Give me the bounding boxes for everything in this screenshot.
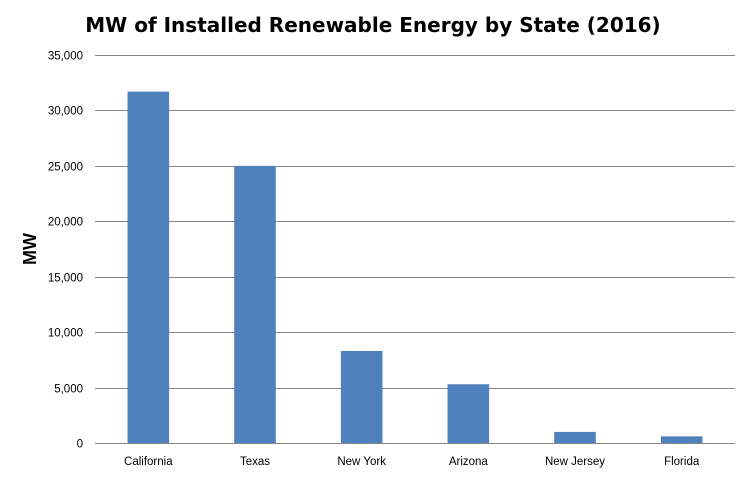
y-tick-label: 5,000	[54, 384, 83, 396]
y-tick-label: 0	[77, 439, 83, 451]
chart-title: MW of Installed Renewable Energy by Stat…	[85, 13, 660, 37]
bars	[127, 91, 703, 444]
bar-florida	[660, 436, 703, 443]
bar-new-york	[340, 350, 383, 443]
bar-california	[127, 91, 170, 443]
y-tick-label: 35,000	[48, 51, 83, 63]
x-tick-label: New York	[337, 456, 386, 468]
bar-new-jersey	[554, 431, 596, 443]
grid-lines	[95, 55, 735, 444]
y-tick-label: 15,000	[48, 273, 83, 285]
y-tick-label: 30,000	[48, 106, 83, 118]
y-axis-label: MW	[20, 233, 40, 265]
bar-texas	[234, 165, 276, 444]
x-axis-ticks: California Texas New York Arizona New Jersey…	[124, 456, 700, 468]
x-tick-label: Florida	[664, 456, 700, 468]
y-tick-label: 10,000	[48, 328, 83, 340]
y-tick-label: 20,000	[48, 217, 83, 229]
y-axis-ticks: 0 5,000 10,000 15,000 20,000 25,000 30,000 35,0…	[48, 51, 83, 451]
y-tick-label: 25,000	[48, 162, 83, 174]
x-tick-label: Arizona	[449, 456, 489, 468]
x-tick-label: New Jersey	[545, 456, 605, 468]
x-tick-label: Texas	[240, 456, 270, 468]
bar-arizona	[447, 384, 490, 443]
x-tick-label: California	[124, 456, 173, 468]
